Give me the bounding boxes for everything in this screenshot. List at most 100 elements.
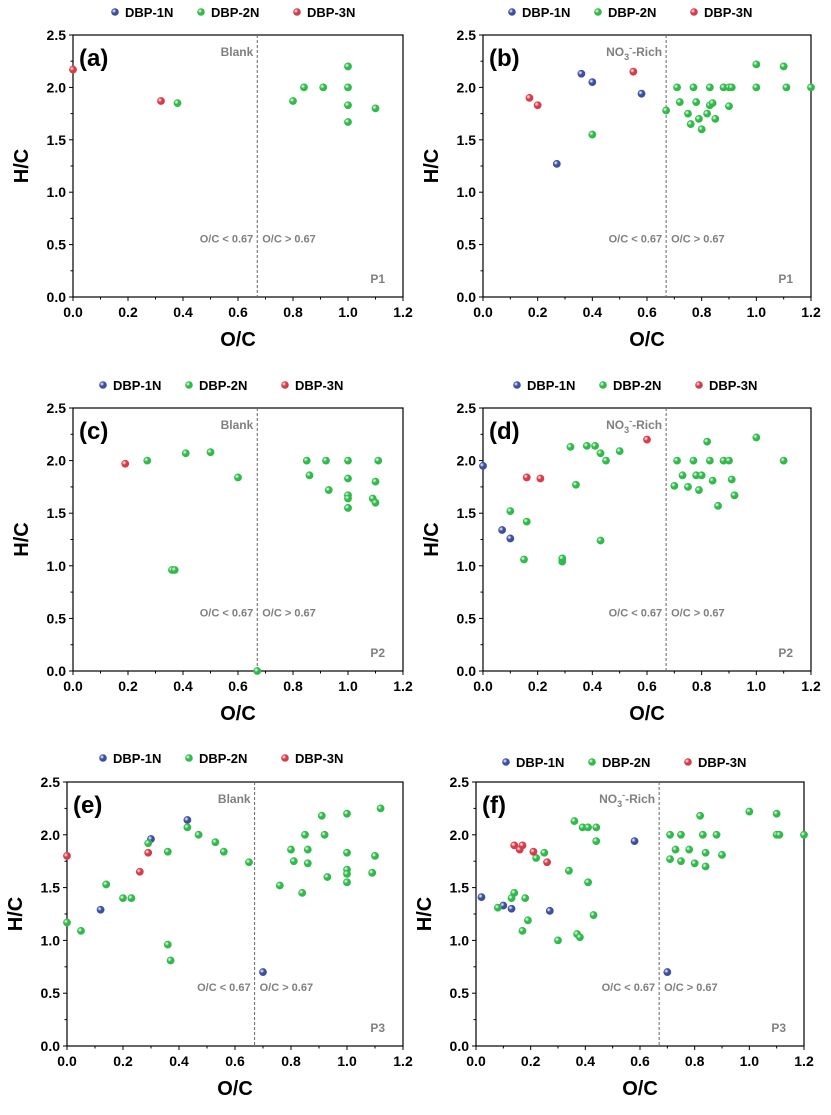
point-dbp-2n	[775, 830, 784, 839]
x-tick-label: 1.2	[393, 304, 413, 320]
y-tick-label: 1.5	[47, 132, 67, 148]
legend: DBP-1N DBP-2N DBP-3N	[111, 5, 355, 20]
x-tick-label: 0.6	[630, 1053, 650, 1069]
panel-label: (e)	[73, 792, 102, 819]
y-tick-label: 1.0	[450, 932, 470, 948]
point-dbp-2n	[163, 847, 172, 856]
legend-label-dbp-2n: DBP-2N	[602, 755, 650, 770]
point-dbp-1n	[183, 816, 192, 824]
phase-label: P3	[771, 1021, 786, 1035]
point-dbp-2n	[807, 83, 815, 92]
legend-label-dbp-1n: DBP-1N	[516, 755, 564, 770]
x-tick-label: 0.6	[637, 304, 657, 320]
point-dbp-2n	[320, 830, 329, 839]
point-dbp-2n	[303, 845, 312, 854]
x-tick-label: 0.2	[521, 1053, 541, 1069]
point-dbp-2n	[779, 62, 788, 71]
x-axis-title: O/C	[622, 1078, 658, 1100]
point-dbp-2n	[119, 894, 127, 903]
point-dbp-2n	[343, 878, 351, 887]
data-points	[477, 807, 808, 976]
phase-label: P1	[778, 272, 793, 286]
y-tick-label: 1.5	[450, 880, 470, 896]
point-dbp-2n	[703, 109, 712, 118]
data-points	[121, 448, 383, 675]
x-tick-label: 0.8	[283, 304, 303, 320]
point-dbp-1n	[663, 968, 672, 976]
legend: DBP-1N DBP-2N DBP-3N	[508, 5, 752, 20]
point-dbp-2n	[705, 456, 714, 465]
y-axis-title: H/C	[421, 522, 443, 556]
point-dbp-2n	[698, 830, 707, 839]
point-dbp-2n	[584, 823, 592, 832]
y-tick-label: 0.0	[457, 663, 477, 679]
point-dbp-3n	[643, 435, 651, 444]
point-dbp-2n	[708, 99, 717, 108]
point-dbp-2n	[344, 62, 352, 71]
point-dbp-1n	[479, 461, 487, 470]
point-dbp-2n	[572, 480, 580, 489]
region-label-right: O/C > 0.67	[671, 607, 725, 619]
plot-frame	[482, 407, 812, 672]
legend-marker-dbp-1n	[111, 8, 119, 16]
point-dbp-2n	[677, 830, 685, 839]
point-dbp-2n	[684, 109, 692, 118]
point-dbp-2n	[521, 894, 530, 903]
region-label-left: O/C < 0.67	[609, 607, 663, 619]
legend-marker-dbp-2n	[588, 758, 596, 766]
legend-marker-dbp-1n	[99, 381, 107, 389]
y-tick-label: 2.0	[457, 453, 477, 469]
panel-c: DBP-1N DBP-2N DBP-3N 0.0 0.2 0.4 0.6 0.8 1.0 1.2 0…	[11, 378, 413, 725]
x-tick-label: 0.8	[283, 678, 303, 694]
point-dbp-2n	[506, 507, 515, 515]
point-dbp-2n	[673, 83, 681, 92]
point-dbp-2n	[166, 956, 175, 965]
point-dbp-2n	[77, 926, 85, 935]
legend-marker-dbp-1n	[508, 8, 516, 16]
legend-marker-dbp-1n	[513, 381, 521, 389]
legend-label-dbp-1n: DBP-1N	[522, 5, 570, 20]
point-dbp-2n	[170, 566, 179, 574]
point-dbp-2n	[588, 130, 597, 139]
x-tick-label: 0.0	[473, 678, 493, 694]
region-label-right: O/C > 0.67	[262, 234, 316, 246]
point-dbp-1n	[259, 968, 267, 976]
panel-label: (d)	[489, 418, 520, 445]
point-dbp-2n	[343, 848, 351, 857]
legend-label-dbp-3n: DBP-3N	[709, 378, 757, 393]
point-dbp-1n	[507, 904, 516, 913]
x-tick-label: 1.0	[747, 678, 767, 694]
y-tick-label: 2.5	[47, 400, 67, 416]
x-tick-label: 0.2	[118, 678, 138, 694]
point-dbp-2n	[245, 858, 253, 867]
y-tick-label: 0.0	[457, 289, 477, 305]
x-tick-label: 0.0	[57, 1053, 77, 1069]
x-tick-label: 0.2	[528, 678, 548, 694]
y-tick-label: 1.0	[41, 932, 61, 948]
legend-marker-dbp-2n	[185, 754, 193, 762]
point-dbp-1n	[630, 837, 639, 846]
region-label-right: O/C > 0.67	[664, 982, 718, 994]
legend-label-dbp-1n: DBP-1N	[113, 751, 161, 766]
region-label-left: O/C < 0.67	[200, 234, 254, 246]
point-dbp-3n	[69, 65, 77, 74]
y-tick-label: 0.5	[457, 237, 477, 253]
point-dbp-2n	[752, 60, 761, 69]
point-dbp-2n	[211, 838, 220, 847]
point-dbp-2n	[589, 911, 598, 919]
legend-marker-dbp-1n	[502, 758, 510, 766]
legend-marker-dbp-2n	[594, 8, 602, 16]
x-tick-label: 0.8	[685, 1053, 705, 1069]
point-dbp-3n	[522, 473, 531, 482]
y-tick-label: 0.5	[41, 985, 61, 1001]
plot-frame	[66, 781, 404, 1047]
y-tick-label: 2.5	[457, 27, 477, 43]
point-dbp-1n	[477, 893, 486, 902]
point-dbp-2n	[289, 857, 298, 866]
y-tick-label: 2.0	[47, 453, 67, 469]
x-tick-label: 0.6	[228, 678, 248, 694]
data-points	[63, 804, 385, 976]
legend-label-dbp-3n: DBP-3N	[295, 378, 343, 393]
point-dbp-2n	[678, 471, 687, 480]
point-dbp-2n	[302, 456, 311, 465]
